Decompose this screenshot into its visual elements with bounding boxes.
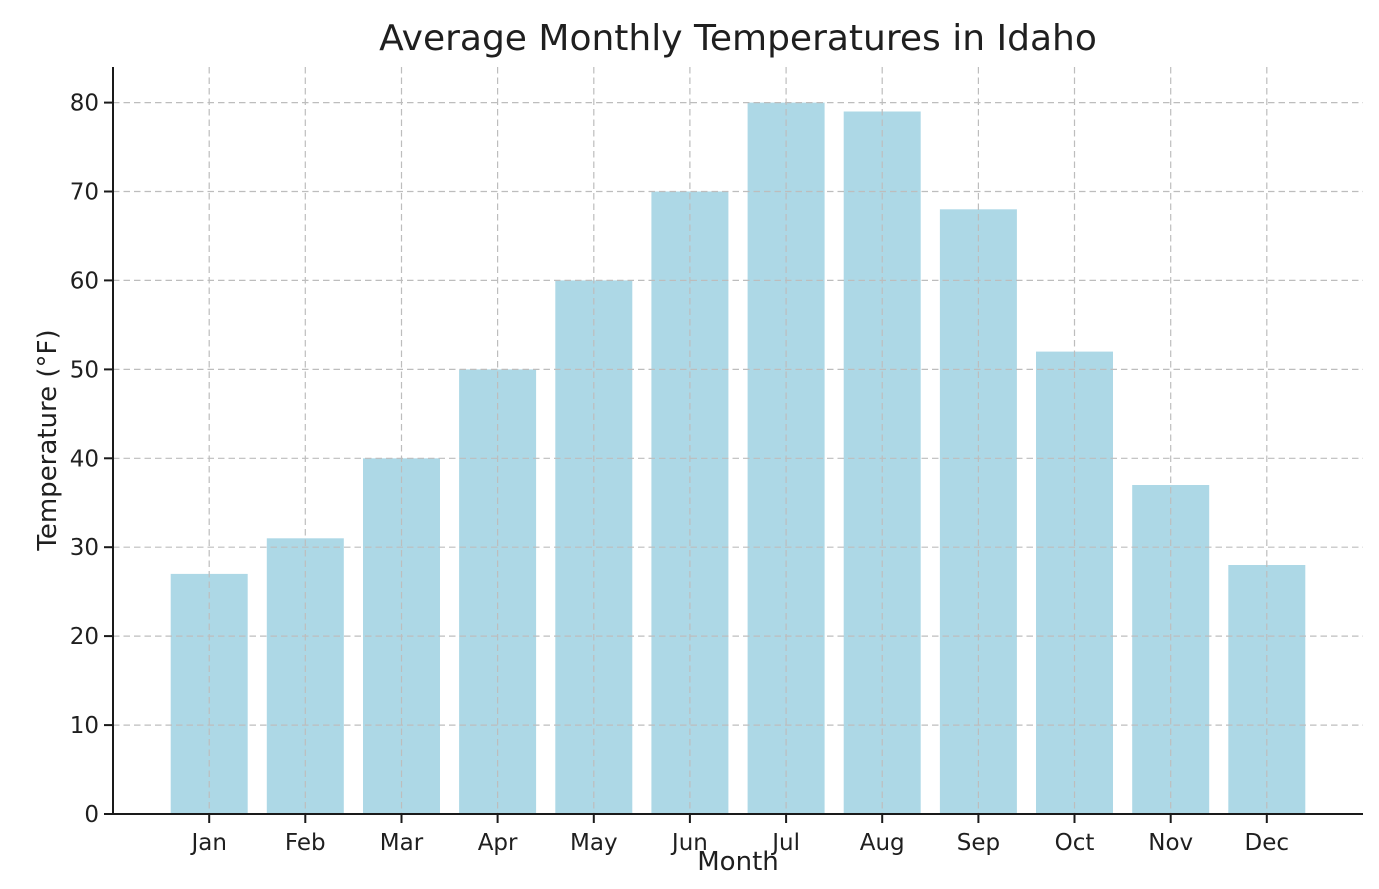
chart-title: Average Monthly Temperatures in Idaho: [379, 18, 1097, 59]
x-axis-ticks: Jan Feb Mar Apr May Jun Jul Aug Sep Oct Nov Dec: [189, 814, 1289, 856]
y-tick-label-70: 70: [70, 180, 99, 206]
x-axis-label: Month: [697, 847, 779, 877]
bar-jan: [170, 573, 248, 814]
x-tick-label-apr: Apr: [478, 830, 518, 856]
x-tick-label-oct: Oct: [1055, 830, 1095, 856]
h-gridlines: [113, 101, 1363, 726]
x-tick-label-nov: Nov: [1148, 830, 1193, 856]
x-tick-label-jun: Jun: [670, 830, 708, 856]
x-tick-label-jul: Jul: [770, 830, 800, 856]
v-gridlines: [208, 67, 1268, 814]
y-tick-label-10: 10: [70, 713, 99, 739]
y-tick-label-40: 40: [70, 446, 99, 472]
y-tick-label-30: 30: [70, 535, 99, 561]
x-tick-label-sep: Sep: [957, 830, 1000, 856]
y-axis-ticks: 0 10 20 30 40 50 60 70 80: [70, 91, 113, 828]
x-tick-label-aug: Aug: [860, 830, 905, 856]
y-tick-label-60: 60: [70, 268, 99, 294]
x-tick-label-feb: Feb: [285, 830, 326, 856]
x-tick-label-dec: Dec: [1245, 830, 1290, 856]
y-tick-label-20: 20: [70, 624, 99, 650]
x-tick-label-may: May: [570, 830, 618, 856]
x-tick-label-jan: Jan: [189, 830, 226, 856]
y-tick-label-80: 80: [70, 91, 99, 117]
x-tick-label-mar: Mar: [380, 830, 424, 856]
y-tick-label-0: 0: [84, 802, 99, 828]
y-tick-label-50: 50: [70, 357, 99, 383]
